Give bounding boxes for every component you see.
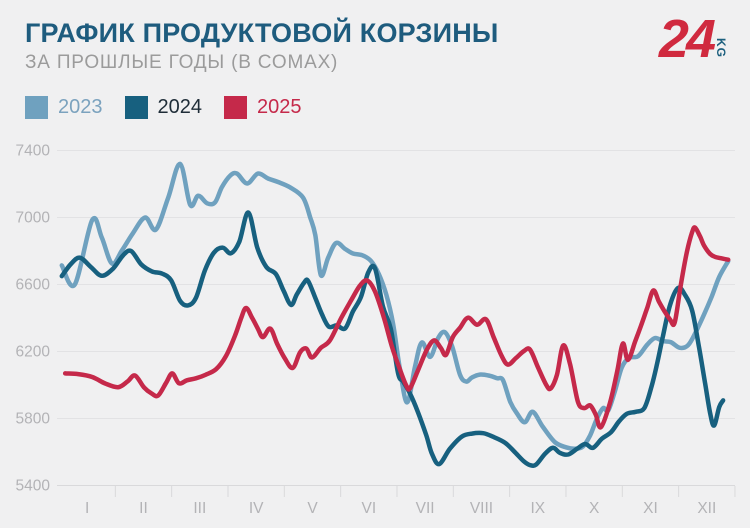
x-axis-label-VIII: VIII bbox=[470, 500, 493, 517]
x-axis-label-VII: VII bbox=[416, 500, 435, 517]
x-axis-label-IX: IX bbox=[530, 500, 545, 517]
legend-label-2024: 2024 bbox=[157, 96, 203, 118]
legend-swatch-2024 bbox=[124, 96, 148, 119]
series-line-2024 bbox=[59, 210, 726, 468]
series-line-2025 bbox=[62, 225, 731, 430]
x-axis-label-V: V bbox=[307, 500, 318, 517]
x-axis-label-VI: VI bbox=[361, 500, 376, 517]
legend-item-2025: 2025 bbox=[224, 96, 302, 119]
legend-label-2025: 2025 bbox=[257, 96, 302, 118]
legend-swatch-2023 bbox=[25, 96, 48, 119]
chart-legend: 2023 2024 2025 bbox=[25, 96, 302, 119]
y-axis-label-5800: 5800 bbox=[16, 411, 51, 428]
logo-suffix: KG bbox=[714, 38, 728, 58]
x-axis-label-XII: XII bbox=[697, 500, 716, 517]
y-axis-label-6600: 6600 bbox=[16, 277, 51, 294]
x-axis-label-X: X bbox=[589, 500, 600, 517]
legend-item-2024: 2024 bbox=[124, 96, 203, 119]
y-axis-label-6200: 6200 bbox=[16, 344, 51, 361]
brand-logo-24kg: 24 KG bbox=[659, 12, 728, 66]
x-axis-label-II: II bbox=[139, 500, 148, 517]
logo-number: 24 bbox=[658, 9, 716, 69]
y-axis-label-7400: 7400 bbox=[16, 143, 51, 160]
y-axis-label-5400: 5400 bbox=[16, 478, 51, 495]
x-axis-label-I: I bbox=[85, 500, 89, 517]
legend-swatch-2025 bbox=[224, 96, 247, 119]
x-axis-label-XI: XI bbox=[643, 500, 658, 517]
legend-item-2023: 2023 bbox=[25, 96, 103, 119]
page-title: ГРАФИК ПРОДУКТОВОЙ КОРЗИНЫ bbox=[25, 18, 499, 48]
x-axis-label-III: III bbox=[193, 500, 206, 517]
page-subtitle: ЗА ПРОШЛЫЕ ГОДЫ (В СОМАХ) bbox=[25, 52, 339, 73]
legend-label-2023: 2023 bbox=[58, 96, 103, 118]
y-axis-label-7000: 7000 bbox=[16, 210, 51, 227]
x-axis-label-IV: IV bbox=[249, 500, 264, 517]
series-line-2023 bbox=[59, 161, 731, 451]
